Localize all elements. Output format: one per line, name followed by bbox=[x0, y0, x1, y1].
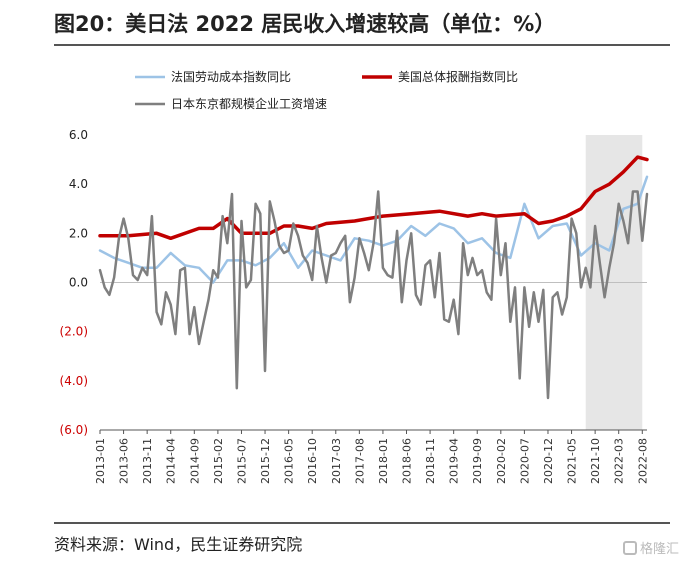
x-tick-label: 2018-01 bbox=[377, 438, 390, 484]
x-tick-label: 2016-05 bbox=[283, 438, 296, 484]
y-tick-label: 2.0 bbox=[69, 226, 88, 240]
source-rule bbox=[54, 522, 670, 524]
y-tick-label: 0.0 bbox=[69, 276, 88, 290]
series-line-2 bbox=[98, 190, 649, 400]
legend-label-1: 美国总体报酬指数同比 bbox=[398, 69, 518, 84]
x-tick-label: 2022-03 bbox=[613, 438, 626, 484]
legend-label-2: 日本东京都规模企业工资增速 bbox=[171, 96, 327, 111]
watermark: 格隆汇 bbox=[622, 538, 679, 557]
y-tick-label: (4.0) bbox=[60, 374, 88, 388]
x-tick-label: 2017-03 bbox=[330, 438, 343, 484]
series-line-0 bbox=[98, 175, 649, 284]
x-tick-label: 2015-02 bbox=[212, 438, 225, 484]
y-tick-label: (6.0) bbox=[60, 423, 88, 437]
x-tick-label: 2022-08 bbox=[636, 438, 649, 484]
x-tick-label: 2018-06 bbox=[401, 438, 414, 484]
series-line-1 bbox=[98, 155, 649, 241]
x-tick-label: 2015-07 bbox=[235, 438, 248, 484]
x-tick-label: 2013-11 bbox=[141, 438, 154, 484]
source-note: 资料来源：Wind，民生证券研究院 bbox=[54, 535, 303, 554]
x-tick-label: 2013-06 bbox=[118, 438, 131, 484]
x-tick-label: 2018-11 bbox=[424, 438, 437, 484]
x-tick-label: 2019-09 bbox=[471, 438, 484, 484]
watermark-logo-icon bbox=[622, 540, 637, 555]
x-tick-label: 2015-12 bbox=[259, 438, 272, 484]
x-tick-label: 2020-07 bbox=[518, 438, 531, 484]
x-tick-label: 2014-09 bbox=[188, 438, 201, 484]
watermark-text: 格隆汇 bbox=[639, 542, 679, 557]
x-tick-label: 2019-04 bbox=[448, 438, 461, 484]
x-tick-label: 2020-02 bbox=[495, 438, 508, 484]
x-tick-label: 2020-12 bbox=[542, 438, 555, 484]
legend-label-0: 法国劳动成本指数同比 bbox=[171, 69, 291, 84]
y-tick-label: 4.0 bbox=[69, 177, 88, 191]
y-tick-label: (2.0) bbox=[60, 325, 88, 339]
title-rule bbox=[54, 44, 670, 46]
y-tick-label: 6.0 bbox=[69, 128, 88, 142]
x-tick-label: 2021-10 bbox=[589, 438, 602, 484]
x-tick-label: 2014-04 bbox=[165, 438, 178, 484]
x-tick-label: 2017-08 bbox=[353, 438, 366, 484]
x-tick-label: 2013-01 bbox=[94, 438, 107, 484]
figure-title: 图20：美日法 2022 居民收入增速较高（单位：%） bbox=[54, 12, 556, 36]
x-tick-label: 2021-05 bbox=[566, 438, 579, 484]
line-chart: 6.0 4.0 2.0 0.0 (2.0) (4.0) (6.0) 2013-01 2013-0… bbox=[60, 69, 650, 484]
x-tick-label: 2016-10 bbox=[306, 438, 319, 484]
